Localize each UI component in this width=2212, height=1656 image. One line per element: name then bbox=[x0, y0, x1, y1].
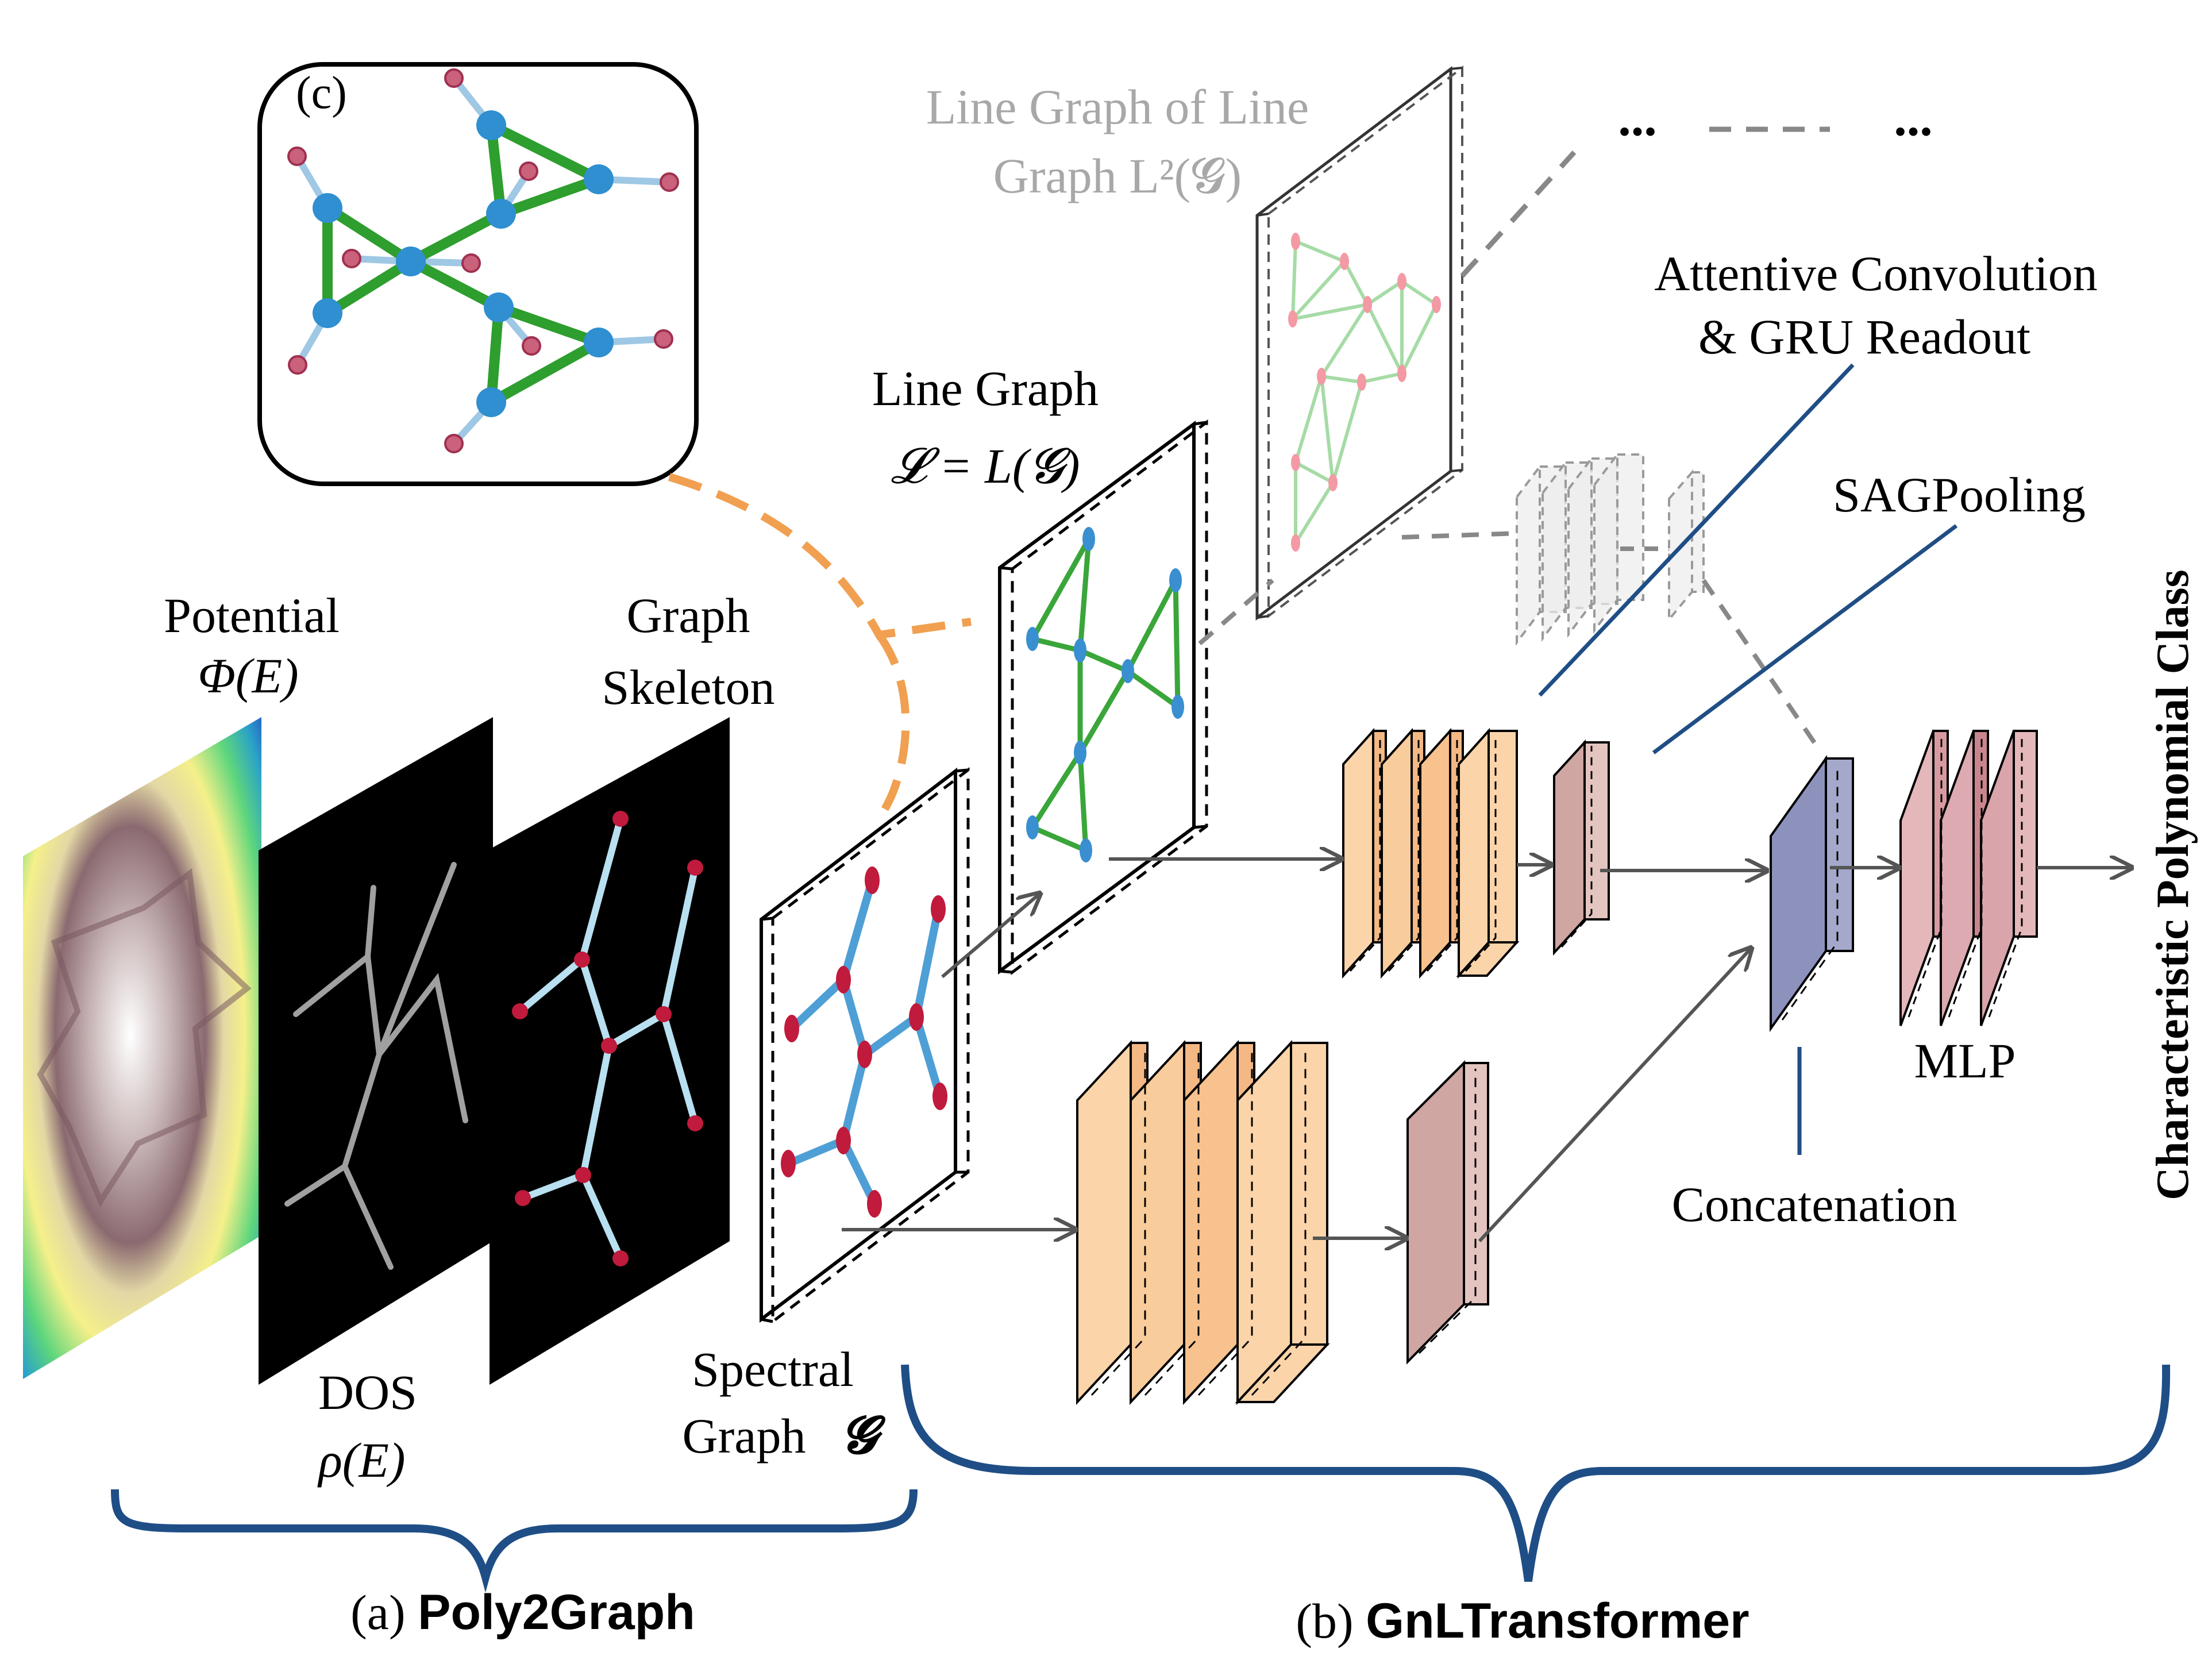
upper-gcn-stack bbox=[1342, 727, 1520, 979]
dos-panel: DOS ρ(E) bbox=[259, 717, 493, 1488]
upper-pool-block bbox=[1553, 739, 1610, 956]
l2-label-line2: Graph L²(𝓖) bbox=[993, 148, 1242, 203]
callout-sagpooling bbox=[1652, 524, 1958, 754]
panel-c-graph bbox=[287, 68, 679, 453]
caption-poly2graph: (a) Poly2Graph bbox=[350, 1585, 695, 1640]
sagpooling-label: SAGPooling bbox=[1833, 467, 2086, 522]
line-graph-label-line2: 𝓛 = L(𝓖) bbox=[891, 438, 1080, 494]
potential-image bbox=[23, 717, 261, 1379]
lower-gcn-stack bbox=[1076, 1039, 1330, 1405]
spectral-label-line1: Spectral bbox=[692, 1342, 854, 1397]
skeleton-label-line2: Skeleton bbox=[602, 660, 775, 715]
concat-block bbox=[1770, 754, 1854, 1033]
brace-gnltransformer bbox=[901, 1364, 2171, 1582]
panel-c-label: (c) bbox=[296, 68, 347, 118]
caption-b-name: GnLTransformer bbox=[1366, 1593, 1749, 1649]
arrow-pool-to-concat-lower bbox=[1478, 948, 1751, 1243]
skeleton-panel: Graph Skeleton bbox=[490, 588, 774, 1385]
skeleton-label-line1: Graph bbox=[627, 588, 750, 643]
potential-label: Potential bbox=[164, 588, 340, 643]
l2-label-line1: Line Graph of Line bbox=[926, 79, 1309, 134]
spectral-label-line2: Graph bbox=[683, 1408, 806, 1464]
mlp-stack: MLP bbox=[1899, 730, 2038, 1088]
attentive-label-line1: Attentive Convolution bbox=[1654, 246, 2098, 301]
concatenation-label: Concatenation bbox=[1672, 1177, 1957, 1232]
brace-poly2graph bbox=[111, 1489, 918, 1593]
l2-graph-plate: Line Graph of Line Graph L²(𝓖) bbox=[926, 65, 1463, 621]
l2-to-faded-link bbox=[1401, 531, 1520, 540]
ellipsis-right: ... bbox=[1894, 90, 1933, 147]
dos-label: DOS bbox=[318, 1365, 417, 1420]
potential-symbol: Φ(E) bbox=[198, 648, 298, 703]
line-graph-to-l2-link bbox=[1198, 578, 1274, 646]
caption-a-prefix: (a) bbox=[350, 1585, 418, 1640]
dos-image bbox=[259, 717, 493, 1385]
caption-a-name: Poly2Graph bbox=[418, 1585, 695, 1640]
panel-c-connector bbox=[668, 473, 972, 811]
attentive-label-line2: & GRU Readout bbox=[1698, 309, 2030, 364]
spectral-symbol: 𝓖 bbox=[841, 1407, 886, 1464]
faded-branch bbox=[1516, 451, 1705, 646]
ellipsis-left: ... bbox=[1618, 90, 1657, 147]
callout-attentive bbox=[1538, 363, 1855, 697]
arrow-spectral-to-line-graph bbox=[941, 894, 1040, 979]
line-graph-plate: Line Graph 𝓛 = L(𝓖) bbox=[872, 361, 1208, 976]
potential-panel: Potential Φ(E) bbox=[23, 588, 340, 1379]
caption-gnltransformer: (b) GnLTransformer bbox=[1296, 1593, 1749, 1649]
l2-to-ellipsis-link bbox=[1460, 150, 1577, 278]
flow-arrows bbox=[842, 859, 2132, 1241]
mlp-label: MLP bbox=[1914, 1033, 2016, 1088]
caption-b-prefix: (b) bbox=[1296, 1593, 1366, 1649]
dos-symbol: ρ(E) bbox=[317, 1432, 405, 1488]
faded-to-concat-link bbox=[1701, 579, 1824, 754]
spectral-graph-plate: Spectral Graph 𝓖 bbox=[683, 767, 970, 1464]
panel-c: (c) bbox=[257, 62, 699, 486]
callout-lines bbox=[1538, 363, 1958, 1155]
lower-pool-block bbox=[1406, 1060, 1489, 1365]
output-label: Characteristic Polynomial Class bbox=[2148, 569, 2198, 1200]
line-graph-label-line1: Line Graph bbox=[872, 361, 1099, 416]
